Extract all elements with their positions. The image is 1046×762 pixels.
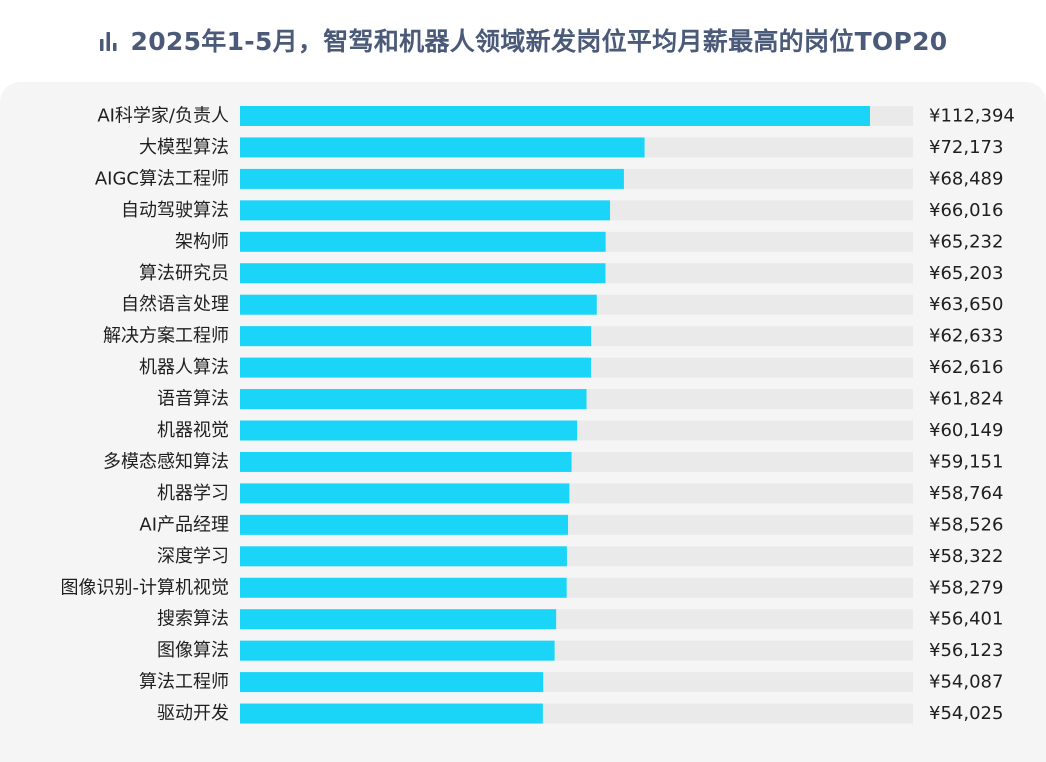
bar-chart-icon [99,32,117,51]
category-label: 自动驾驶算法 [121,200,229,221]
bar [240,200,611,221]
bar [240,420,578,441]
category-label: 搜索算法 [157,609,229,630]
value-label: ¥58,764 [929,483,1003,504]
bar [240,546,567,567]
value-label: ¥68,489 [929,168,1003,189]
category-label: 图像识别-计算机视觉 [61,577,230,598]
bar-chart: AI科学家/负责人 ¥112,394 大模型算法 ¥72,173 AIGC算法工程师 ¥6… [61,106,1015,725]
bar [240,106,870,126]
category-label: 架构师 [175,231,229,252]
value-label: ¥58,279 [929,577,1003,598]
category-label: 算法研究员 [139,263,229,284]
value-label: ¥56,401 [929,609,1003,630]
bar [240,294,597,315]
value-label: ¥72,173 [929,137,1003,158]
category-label: 机器人算法 [139,357,229,378]
value-label: ¥62,633 [929,326,1003,347]
category-label: AIGC算法工程师 [95,168,229,189]
value-label: ¥65,203 [929,263,1003,284]
bar [240,326,592,347]
category-label: 深度学习 [157,546,229,567]
value-label: ¥59,151 [929,451,1003,472]
value-label: ¥58,526 [929,514,1003,535]
bar [240,514,569,535]
value-label: ¥62,616 [929,357,1003,378]
value-label: ¥60,149 [929,420,1003,441]
value-label: ¥56,123 [929,640,1003,661]
bar [240,263,606,284]
bar [240,231,606,252]
category-label: 图像算法 [157,640,229,661]
category-label: 机器视觉 [157,420,229,441]
value-label: ¥65,232 [929,231,1003,252]
value-label: ¥58,322 [929,546,1003,567]
bar [240,483,570,504]
chart-header: 2025年1-5月，智驾和机器人领域新发岗位平均月薪最高的岗位TOP20 [0,0,1046,80]
value-label: ¥112,394 [929,106,1015,127]
value-label: ¥66,016 [929,200,1003,221]
bar [240,389,587,410]
category-label: 多模态感知算法 [103,451,229,472]
bar [240,451,572,472]
category-label: 解决方案工程师 [103,326,229,347]
bar [240,357,591,378]
value-label: ¥54,087 [929,672,1003,693]
value-label: ¥54,025 [929,703,1003,724]
bar [240,137,645,158]
category-label: 大模型算法 [139,137,229,158]
category-label: 机器学习 [157,483,229,504]
category-label: 驱动开发 [157,703,229,724]
bar [240,672,544,693]
category-label: 自然语言处理 [121,294,229,315]
bar [240,168,624,189]
category-label: AI产品经理 [139,514,229,535]
bar [240,640,555,661]
chart-title: 2025年1-5月，智驾和机器人领域新发岗位平均月薪最高的岗位TOP20 [130,27,948,56]
bar [240,609,557,630]
chart-panel: AI科学家/负责人 ¥112,394 大模型算法 ¥72,173 AIGC算法工程师 ¥6… [0,82,1046,762]
bar [240,703,543,724]
category-label: AI科学家/负责人 [97,106,229,127]
category-label: 算法工程师 [139,672,229,693]
value-label: ¥61,824 [929,389,1003,410]
bar [240,577,567,598]
value-label: ¥63,650 [929,294,1003,315]
category-label: 语音算法 [157,389,229,410]
